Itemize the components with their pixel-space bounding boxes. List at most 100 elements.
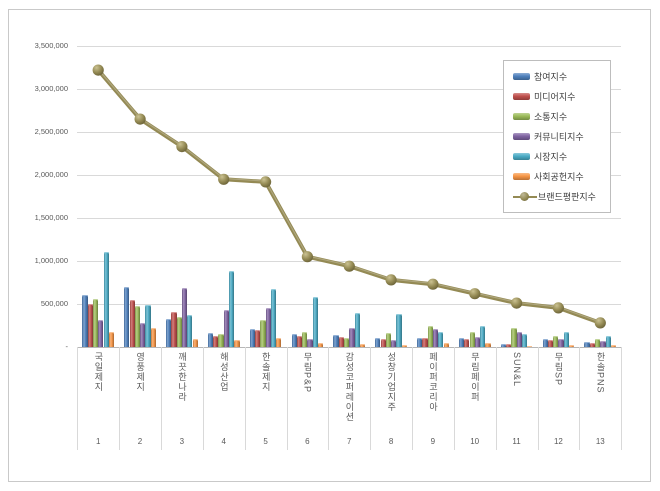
communication-series-icon [513,112,530,120]
media-bar [506,344,512,347]
community-bar [600,341,606,347]
participation-bar [417,338,423,347]
category-separator [119,347,121,450]
category-separator [286,347,288,450]
community-bar [516,331,522,347]
category-rank-label: 6 [305,437,310,446]
category-separator [495,347,497,450]
communication-bar [553,335,559,347]
category-separator [621,347,623,450]
category-separator [77,347,79,450]
category-rank-label: 5 [263,437,268,446]
y-gridline [77,218,622,219]
legend-label: 커뮤니티지수 [534,131,584,142]
market-bar [438,331,444,347]
social-bar [108,331,115,347]
participation-bar [375,338,381,347]
communication-bar [134,306,141,347]
category-rank-label: 11 [512,437,521,446]
media-series-icon [513,92,530,100]
category-rank-label: 2 [137,437,143,446]
communication-bar [595,338,601,347]
category-label-text: 해성산업 [218,352,229,392]
category-rank-label: 8 [388,437,394,446]
communication-bar [302,331,308,347]
participation-bar [500,344,506,347]
y-axis-tick-label: 2,500,000 [34,127,68,136]
category-label: 국일제지 [77,352,119,434]
category-separator [202,347,204,450]
y-axis-tick-label: 3,500,000 [34,41,68,50]
legend-item-market: 시장지수 [513,149,610,164]
category-separator [537,347,539,450]
legend-item-social: 사회공헌지수 [513,169,610,184]
category-separator [370,347,372,450]
category-separator [161,347,162,450]
category-label-text: 감성코퍼레이션 [344,352,355,422]
social-series-icon [513,173,530,181]
category-rank-label: 7 [346,437,352,446]
media-bar [464,338,470,347]
category-rank-label: 9 [430,437,436,446]
community-series-icon [513,132,530,140]
social-bar [150,328,156,347]
media-bar [255,329,261,347]
category-label-text: SUN&L [511,352,522,388]
communication-bar [92,298,99,347]
category-label: SUN&L [496,352,538,434]
legend-label: 사회공헌지수 [534,172,584,183]
market-bar [563,331,569,347]
media-bar [213,335,219,347]
market-bar [312,297,318,347]
participation-bar [207,332,214,347]
market-series-icon [513,153,530,161]
media-bar [87,304,93,347]
y-axis-tick-label: 1,000,000 [34,256,68,265]
category-label-text: 무림페이퍼 [469,352,480,402]
category-label-text: 페이퍼코리아 [428,352,439,412]
community-bar [558,338,564,347]
media-bar [547,340,554,347]
category-separator [453,347,455,450]
legend-label: 소통지수 [534,111,568,122]
communication-bar [218,334,224,347]
market-bar [229,271,235,347]
social-bar [610,344,617,347]
social-bar [276,338,282,347]
x-axis-line [77,347,622,348]
participation-bar [82,294,88,347]
communication-bar [511,328,517,347]
media-bar [380,338,386,347]
category-label: 해성산업 [203,352,245,434]
category-label-text: 영풍제지 [135,352,146,392]
media-bar [338,337,344,347]
participation-bar [249,328,255,347]
y-axis-tick-label: - [65,342,69,351]
category-separator [244,347,246,450]
market-bar [354,313,360,347]
category-rank-label: 3 [179,437,185,446]
category-rank-label: 10 [470,437,480,446]
category-rank-label: 1 [95,437,101,446]
category-label: 감성코퍼레이션 [328,352,370,434]
category-label: 한솔제지 [245,352,287,434]
market-bar [396,313,402,347]
legend-item-community: 커뮤니티지수 [513,129,610,144]
market-bar [145,304,151,347]
community-bar [474,337,481,347]
category-label: 무림SP [538,352,580,434]
participation-series-icon [513,72,530,80]
social-bar [443,343,449,347]
category-rank-label: 13 [595,437,605,446]
market-bar [480,325,486,347]
y-gridline [77,261,622,262]
category-separator [579,347,581,450]
media-bar [296,335,303,347]
category-label-text: 무림SP [553,352,564,387]
category-label: 무림P&P [287,352,329,434]
y-gridline [77,304,622,305]
communication-bar [260,319,266,347]
social-bar [569,344,575,347]
y-gridline [77,46,622,47]
community-bar [349,328,355,347]
